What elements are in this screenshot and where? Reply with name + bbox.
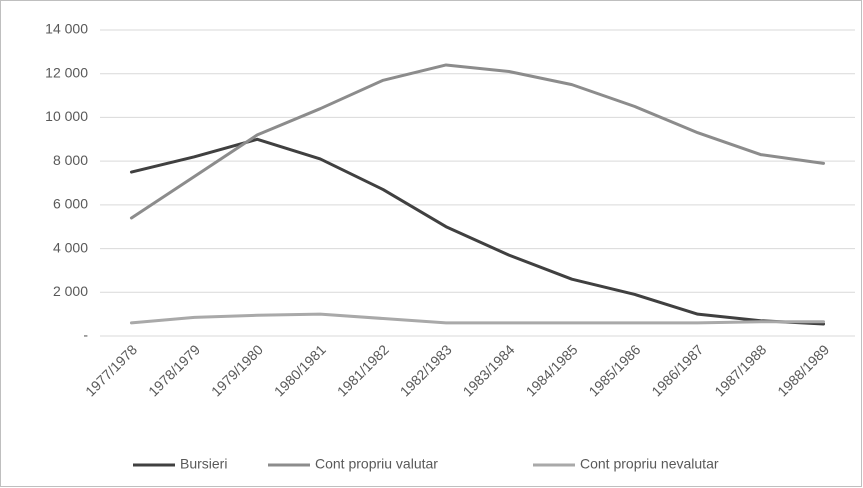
legend-label: Cont propriu valutar bbox=[315, 456, 438, 472]
legend-label: Bursieri bbox=[180, 456, 227, 472]
y-tick-label: 10 000 bbox=[45, 108, 88, 124]
y-tick-label: 4 000 bbox=[53, 239, 88, 255]
y-tick-label: 12 000 bbox=[45, 64, 88, 80]
y-tick-label: - bbox=[83, 327, 88, 343]
series-line bbox=[129, 312, 826, 325]
y-tick-label: 8 000 bbox=[53, 152, 88, 168]
y-tick-label: 2 000 bbox=[53, 283, 88, 299]
y-tick-label: 6 000 bbox=[53, 196, 88, 212]
y-tick-label: 14 000 bbox=[45, 21, 88, 37]
legend-label: Cont propriu nevalutar bbox=[580, 456, 719, 472]
series-line bbox=[129, 63, 826, 220]
